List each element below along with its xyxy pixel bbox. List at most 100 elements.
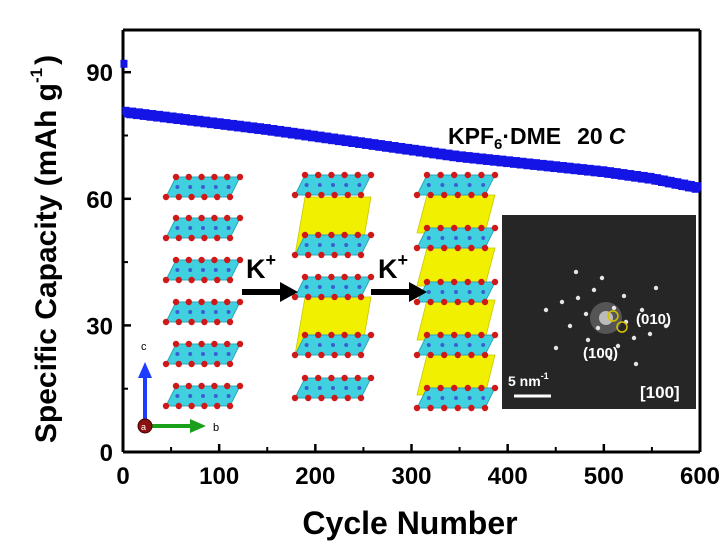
oxygen-atom [427, 298, 434, 306]
oxygen-atom [478, 384, 485, 392]
oxygen-atom [423, 331, 431, 339]
oxygen-atom [226, 234, 234, 242]
oxygen-atom [185, 173, 192, 181]
oxygen-atom [291, 191, 299, 199]
oxygen-atom [451, 384, 458, 392]
oxygen-atom [318, 251, 325, 259]
metal-atom [426, 183, 431, 187]
oxygen-atom [481, 351, 489, 359]
oxygen-atom [226, 360, 234, 368]
oxygen-atom [357, 351, 365, 359]
oxygen-atom [354, 171, 361, 179]
metal-atom [304, 343, 309, 347]
fft-spot [611, 305, 617, 311]
metal-atom [344, 243, 349, 247]
oxygen-atom [478, 224, 485, 232]
oxygen-atom [468, 191, 475, 199]
oxygen-atom [214, 193, 221, 201]
oxygen-atom [198, 298, 205, 306]
x-axis-title: Cycle Number [302, 505, 517, 541]
oxygen-atom [344, 251, 351, 259]
oxygen-atom [291, 351, 299, 359]
oxygen-atom [464, 384, 471, 392]
octahedral-slab [413, 171, 499, 199]
oxygen-atom [481, 298, 489, 306]
oxygen-atom [315, 231, 322, 239]
metal-atom [188, 394, 193, 398]
fft-spot [607, 355, 613, 361]
oxygen-atom [291, 394, 299, 402]
octahedral-slab [162, 298, 244, 326]
oxygen-atom [341, 273, 348, 281]
oxygen-atom [427, 244, 434, 252]
metal-atom [331, 285, 335, 289]
oxygen-atom [172, 340, 180, 348]
oxygen-atom [427, 191, 434, 199]
oxygen-atom [315, 273, 322, 281]
fft-spot [591, 287, 597, 293]
oxygen-atom [236, 340, 244, 348]
oxygen-atom [301, 331, 309, 339]
oxygen-atom [367, 273, 375, 281]
potassium-charge-2: + [398, 250, 409, 270]
metal-atom [317, 285, 322, 289]
metal-atom [213, 268, 218, 272]
oxygen-atom [451, 224, 458, 232]
x-tick-label: 600 [680, 463, 720, 490]
oxygen-atom [175, 402, 182, 410]
fft-spot [575, 295, 581, 301]
oxygen-atom [354, 231, 361, 239]
metal-atom [226, 310, 231, 314]
oxygen-atom [441, 351, 448, 359]
metal-atom [440, 183, 445, 187]
y-axis-title: Specific Capacity (mAh g-1) [27, 55, 63, 443]
oxygen-atom [468, 404, 475, 412]
oxygen-atom [236, 214, 244, 222]
octahedral-slab [162, 256, 244, 284]
fft-spot [633, 361, 639, 367]
oxygen-atom [211, 173, 218, 181]
oxygen-atom [224, 298, 231, 306]
oxygen-atom [226, 193, 234, 201]
metal-atom [317, 183, 322, 187]
octahedral-slab [162, 214, 244, 242]
octahedral-slab [291, 331, 375, 359]
oxygen-atom [305, 191, 312, 199]
metal-atom [344, 343, 349, 347]
oxygen-atom [185, 214, 192, 222]
octahedral-slab [413, 331, 499, 359]
oxygen-atom [198, 173, 205, 181]
oxygen-atom [357, 394, 365, 402]
oxygen-atom [214, 234, 221, 242]
octahedral-slab [291, 374, 375, 402]
fft-spot [631, 335, 637, 341]
metal-atom [467, 343, 472, 347]
y-tick-label: 0 [100, 440, 113, 467]
oxygen-atom [441, 404, 448, 412]
metal-atom [344, 386, 349, 390]
metal-atom [201, 310, 205, 314]
oxygen-atom [162, 193, 170, 201]
formula-main: KPF [448, 123, 494, 149]
oxygen-atom [175, 193, 182, 201]
oxygen-atom [478, 331, 485, 339]
metal-atom [188, 268, 193, 272]
oxygen-atom [198, 382, 205, 390]
oxygen-atom [437, 224, 444, 232]
oxygen-atom [224, 340, 231, 348]
scale-bar-value: 5 nm [508, 373, 541, 389]
rate-value: 20 [577, 123, 603, 149]
oxygen-atom [354, 374, 361, 382]
oxygen-atom [468, 351, 475, 359]
oxygen-atom [344, 394, 351, 402]
metal-atom [175, 394, 180, 398]
metal-atom [226, 394, 231, 398]
oxygen-atom [427, 404, 434, 412]
fft-spot [543, 307, 549, 313]
metal-atom [201, 185, 205, 189]
oxygen-atom [305, 251, 312, 259]
oxygen-atom [301, 273, 309, 281]
rate-unit: C [609, 123, 626, 149]
oxygen-atom [367, 171, 375, 179]
oxygen-atom [454, 298, 461, 306]
